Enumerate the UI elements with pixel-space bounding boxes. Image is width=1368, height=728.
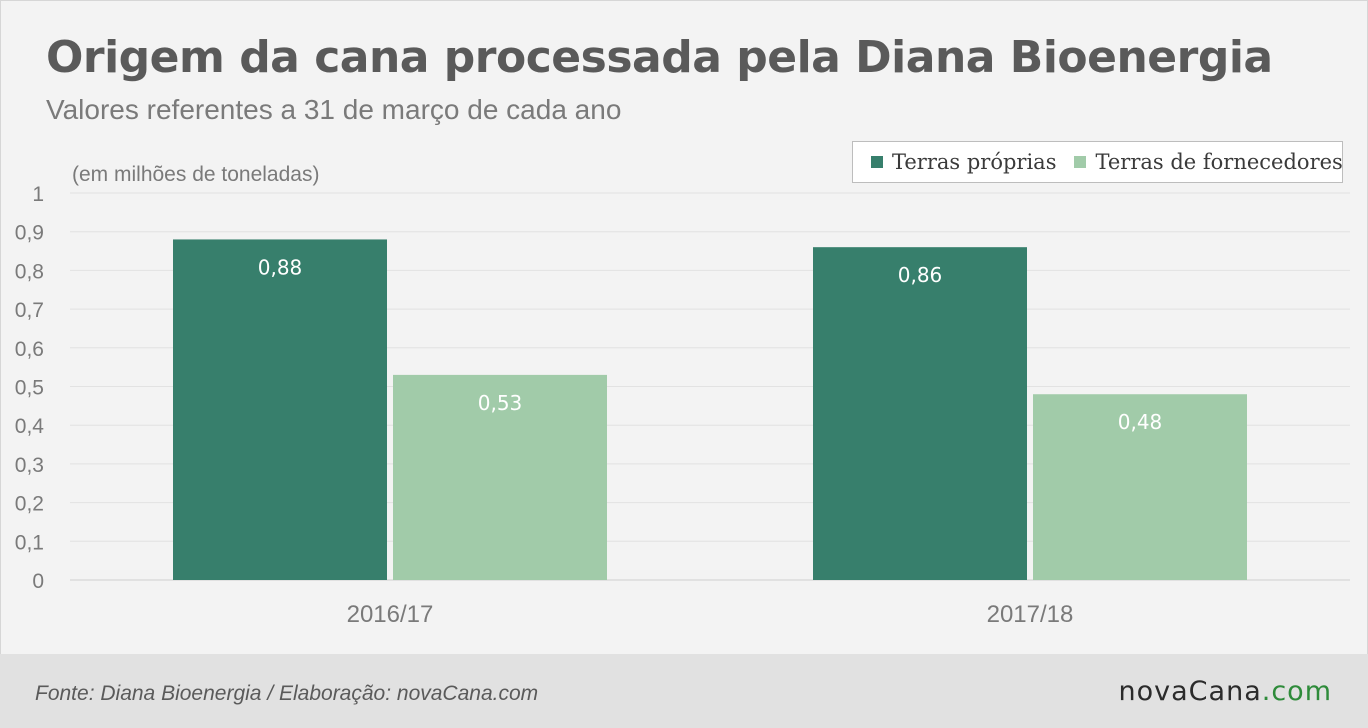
chart-subtitle: Valores referentes a 31 de março de cada… <box>46 94 622 125</box>
legend-swatch-terras-de-fornecedores <box>1074 156 1087 168</box>
bar-value-label: 0,88 <box>258 255 303 279</box>
bar <box>173 239 387 580</box>
unit-note: (em milhões de toneladas) <box>72 163 320 186</box>
brand-logo: novaCana.com <box>1119 676 1332 707</box>
bar <box>1033 394 1247 580</box>
y-tick-label: 1 <box>32 183 44 206</box>
y-tick-label: 0,1 <box>15 531 44 554</box>
y-tick-label: 0,4 <box>15 415 45 438</box>
y-tick-label: 0 <box>32 570 44 593</box>
legend-item-terras-de-fornecedores: Terras de fornecedores <box>1074 150 1343 174</box>
legend-swatch-terras-proprias <box>871 156 883 168</box>
y-tick-label: 0,6 <box>15 338 44 361</box>
brand-name: novaCana <box>1118 676 1262 707</box>
legend-label-terras-proprias: Terras próprias <box>892 150 1057 174</box>
bar-value-label: 0,53 <box>478 391 523 415</box>
y-tick-label: 0,3 <box>15 454 44 477</box>
y-tick-label: 0,7 <box>15 299 44 322</box>
x-category-label: 2016/17 <box>347 601 434 628</box>
x-category-label: 2017/18 <box>987 601 1074 628</box>
chart-title: Origem da cana processada pela Diana Bio… <box>46 32 1273 83</box>
source-note: Fonte: Diana Bioenergia / Elaboração: no… <box>35 682 539 705</box>
y-tick-label: 0,2 <box>15 493 44 516</box>
legend-item-terras-proprias: Terras próprias <box>871 150 1056 174</box>
y-tick-label: 0,8 <box>15 260 44 283</box>
bar-value-label: 0,86 <box>898 263 943 287</box>
footer-bar <box>0 654 1368 728</box>
bar <box>813 247 1027 580</box>
brand-suffix: .com <box>1261 676 1332 707</box>
y-tick-label: 0,5 <box>15 377 44 400</box>
bar <box>393 374 607 580</box>
y-tick-label: 0,9 <box>15 222 44 245</box>
legend: Terras próprias Terras de fornecedores <box>852 141 1343 183</box>
bar-chart: 0 0,1 0,2 0,3 0,4 0,5 0,6 0,7 0,8 0,9 1 0,88 0,53 201… <box>15 183 1350 628</box>
bar-value-label: 0,48 <box>1118 410 1163 434</box>
legend-label-terras-de-fornecedores: Terras de fornecedores <box>1095 150 1343 174</box>
